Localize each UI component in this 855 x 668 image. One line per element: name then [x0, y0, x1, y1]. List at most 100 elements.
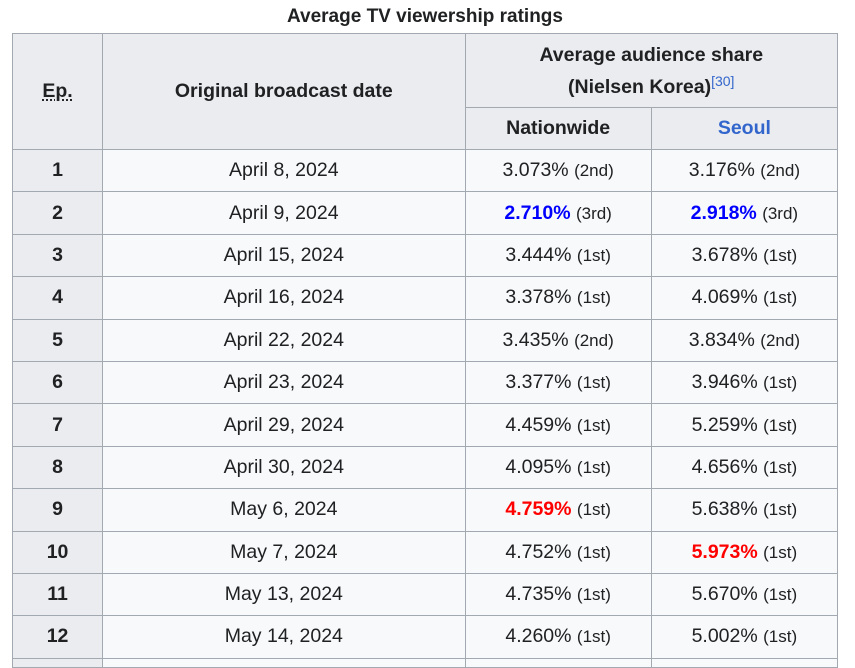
broadcast-date: April 23, 2024 [102, 360, 466, 405]
seoul-share-rank: (1st) [763, 245, 798, 265]
episode-number: 9 [11, 488, 104, 532]
episode-number: 6 [11, 360, 104, 405]
nationwide-share-value: 2.710% [504, 201, 571, 224]
partial-cell [102, 657, 466, 668]
broadcast-date: May 13, 2024 [102, 572, 466, 617]
nationwide-share-rank: (1st) [576, 245, 611, 265]
nationwide-share-value: 3.377% [505, 371, 572, 394]
seoul-share-rank: (1st) [763, 585, 798, 605]
seoul-share-rank: (1st) [763, 542, 798, 562]
nationwide-share-cell: 4.735% (1st) [464, 572, 652, 617]
seoul-share-cell: 5.002% (1st) [650, 615, 839, 659]
table-row-partial [11, 657, 839, 668]
broadcast-date: April 8, 2024 [102, 148, 466, 193]
nationwide-share-cell: 4.260% (1st) [464, 615, 652, 659]
seoul-link[interactable]: Seoul [717, 117, 771, 139]
episode-number: 3 [11, 233, 104, 278]
seoul-share-value: 4.069% [691, 286, 758, 309]
seoul-share-cell: 2.918% (3rd) [650, 191, 839, 235]
episode-number: 5 [11, 318, 104, 362]
nationwide-share-value: 3.435% [502, 328, 569, 351]
nationwide-share-rank: (1st) [576, 542, 611, 562]
table-row: 4 April 16, 2024 3.378% (1st) 4.069% (1st) [11, 276, 839, 320]
broadcast-date: May 14, 2024 [102, 615, 466, 659]
nationwide-share-rank: (3rd) [575, 203, 612, 223]
ratings-table: Ep. Original broadcast date Average audi… [11, 33, 839, 668]
nationwide-share-rank: (1st) [576, 627, 611, 647]
reference-link[interactable]: [30] [711, 72, 735, 89]
seoul-share-value: 2.918% [690, 201, 757, 224]
seoul-share-rank: (1st) [763, 373, 798, 393]
nationwide-share-rank: (2nd) [574, 161, 614, 181]
broadcast-date: April 15, 2024 [102, 233, 466, 278]
table-caption: Average TV viewership ratings [287, 6, 563, 27]
broadcast-date: April 16, 2024 [102, 276, 466, 320]
seoul-share-rank: (2nd) [760, 161, 800, 181]
episode-number: 7 [11, 403, 104, 447]
nationwide-share-cell: 4.459% (1st) [464, 403, 652, 447]
nationwide-share-cell: 3.435% (2nd) [464, 318, 652, 362]
episode-number: 12 [11, 615, 104, 659]
nationwide-share-value: 4.759% [505, 498, 572, 521]
episode-number: 8 [11, 445, 104, 490]
episode-number: 11 [11, 572, 104, 617]
table-row: 11 May 13, 2024 4.735% (1st) 5.670% (1st) [11, 572, 839, 617]
seoul-share-cell: 5.638% (1st) [650, 488, 839, 532]
seoul-share-cell: 3.946% (1st) [650, 360, 839, 405]
nationwide-share-value: 4.459% [505, 413, 572, 436]
nationwide-share-value: 4.752% [505, 540, 572, 563]
nationwide-share-rank: (1st) [576, 585, 611, 605]
broadcast-date: May 6, 2024 [102, 488, 466, 532]
seoul-share-value: 5.973% [691, 540, 758, 563]
broadcast-date: April 9, 2024 [102, 191, 466, 235]
table-row: 2 April 9, 2024 2.710% (3rd) 2.918% (3rd) [11, 191, 839, 235]
seoul-share-cell: 3.834% (2nd) [650, 318, 839, 362]
nationwide-share-rank: (1st) [576, 500, 611, 520]
table-row: 10 May 7, 2024 4.752% (1st) 5.973% (1st) [11, 530, 839, 574]
nationwide-share-rank: (1st) [576, 415, 611, 435]
nationwide-share-value: 4.260% [505, 625, 572, 648]
seoul-share-value: 4.656% [691, 455, 758, 478]
nationwide-share-cell: 3.378% (1st) [464, 276, 652, 320]
seoul-share-cell: 5.259% (1st) [650, 403, 839, 447]
broadcast-date: April 30, 2024 [102, 445, 466, 490]
nationwide-share-rank: (2nd) [574, 330, 614, 350]
episode-number: 10 [11, 530, 104, 574]
table-row: 1 April 8, 2024 3.073% (2nd) 3.176% (2nd) [11, 148, 839, 193]
header-seoul: Seoul [650, 107, 839, 150]
seoul-share-cell: 3.176% (2nd) [650, 148, 839, 193]
table-body: 1 April 8, 2024 3.073% (2nd) 3.176% (2nd) 2 A… [11, 148, 839, 668]
nationwide-share-cell: 3.444% (1st) [464, 233, 652, 278]
episode-number: 2 [11, 191, 104, 235]
header-broadcast-date: Original broadcast date [102, 33, 466, 150]
nationwide-share-cell: 4.095% (1st) [464, 445, 652, 490]
episode-abbreviation[interactable]: Ep. [42, 80, 73, 102]
partial-cell [11, 657, 104, 668]
nationwide-share-cell: 4.759% (1st) [464, 488, 652, 532]
seoul-share-cell: 5.670% (1st) [650, 572, 839, 617]
nationwide-share-cell: 3.073% (2nd) [464, 148, 652, 193]
broadcast-date: May 7, 2024 [102, 530, 466, 574]
nationwide-share-cell: 2.710% (3rd) [464, 191, 652, 235]
seoul-share-value: 5.259% [691, 413, 758, 436]
episode-number: 1 [11, 148, 104, 193]
seoul-share-value: 5.638% [691, 498, 758, 521]
header-nationwide: Nationwide [464, 107, 652, 150]
seoul-share-rank: (2nd) [760, 330, 800, 350]
nationwide-share-value: 4.735% [505, 583, 572, 606]
table-row: 9 May 6, 2024 4.759% (1st) 5.638% (1st) [11, 488, 839, 532]
seoul-share-value: 3.176% [688, 159, 755, 182]
episode-number: 4 [11, 276, 104, 320]
seoul-share-rank: (1st) [763, 415, 798, 435]
seoul-share-value: 3.678% [691, 243, 758, 266]
nationwide-share-rank: (1st) [576, 373, 611, 393]
nielsen-korea-label: (Nielsen Korea) [568, 75, 712, 98]
seoul-share-rank: (1st) [763, 288, 798, 308]
nationwide-share-value: 3.444% [505, 243, 572, 266]
header-episode: Ep. [11, 33, 104, 150]
nationwide-share-value: 4.095% [505, 455, 572, 478]
seoul-share-cell: 4.069% (1st) [650, 276, 839, 320]
table-row: 5 April 22, 2024 3.435% (2nd) 3.834% (2nd) [11, 318, 839, 362]
audience-share-source: (Nielsen Korea)[30] [466, 71, 837, 103]
seoul-share-rank: (1st) [763, 457, 798, 477]
